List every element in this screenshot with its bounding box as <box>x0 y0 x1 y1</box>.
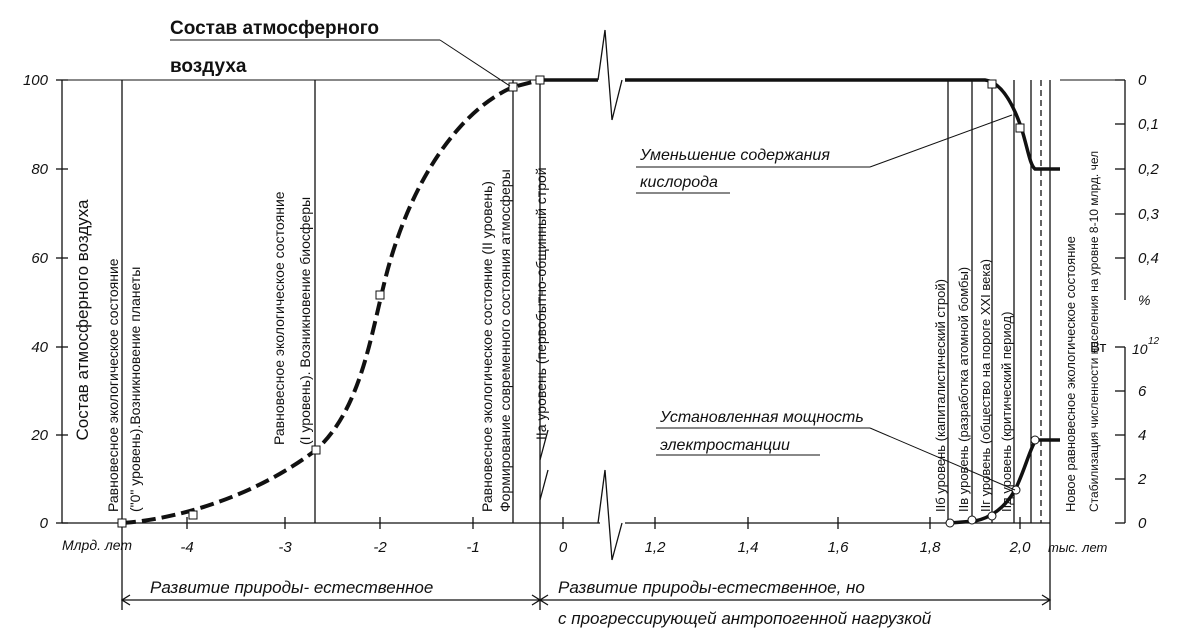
stage-label: Новое равновесное экологическое состояни… <box>1063 236 1078 512</box>
curve-markers <box>117 75 1040 528</box>
x-tick-label: 1,8 <box>920 539 942 556</box>
period-label: с прогрессирующей антропогенной нагрузко… <box>558 609 932 628</box>
x-tick-label: 1,6 <box>828 539 850 556</box>
right-unit: % <box>1138 292 1150 308</box>
x-tick-label: 0 <box>559 539 568 556</box>
power-unit: Вт <box>1090 339 1107 356</box>
stage-label: Стабилизация численности населения на ур… <box>1087 151 1101 512</box>
stage-label: ("0" уровень).Возникновение планеты <box>127 267 143 512</box>
x-tick-label: 1,4 <box>738 539 759 556</box>
stage-label: Равновесное экологическое состояние <box>105 258 121 512</box>
axis-break <box>597 469 623 561</box>
annotation: электростанции <box>660 437 790 454</box>
y2-tick-label: 0,1 <box>1138 116 1159 133</box>
power-exp: 12 <box>1148 336 1160 347</box>
y-tick-label: 80 <box>31 161 48 178</box>
annotation: кислорода <box>640 174 718 191</box>
period-brackets <box>120 594 1052 606</box>
leader-lines <box>170 39 1016 491</box>
y-tick-label: 20 <box>30 427 48 444</box>
x-tick-label: -3 <box>278 539 292 556</box>
y2-tick-label: 0,4 <box>1138 250 1159 267</box>
stage-label: Равновесное экологическое состояние <box>271 191 287 445</box>
y-tick-label: 60 <box>31 250 48 267</box>
y2-tick-label: 0 <box>1138 515 1147 532</box>
period-label: Развитие природы- естественное <box>150 578 433 597</box>
y2-tick-label: 2 <box>1137 471 1147 488</box>
x-unit: Млрд. лет <box>62 537 132 553</box>
x-tick-label: 1,2 <box>645 539 667 556</box>
x-tick-label: -4 <box>180 539 193 556</box>
stage-label: IIв уровень (разработка атомной бомбы) <box>956 267 971 512</box>
title: воздуха <box>170 56 247 77</box>
y2-tick-label: 4 <box>1138 427 1146 444</box>
y2-tick-label: 0,3 <box>1138 206 1160 223</box>
y2-tick-label: 0,2 <box>1138 161 1160 178</box>
y-tick-label: 0 <box>40 515 49 532</box>
y2-tick-label: 6 <box>1138 383 1147 400</box>
oxygen-curve <box>121 78 541 525</box>
annotation: Установленная мощность <box>659 409 864 426</box>
stage-label: Формирование современного состояния атмо… <box>497 169 513 512</box>
stage-label: Равновесное экологическое состояние (II … <box>479 181 495 512</box>
stage-label: (I уровень). Возникновение биосферы <box>297 197 313 445</box>
title: Состав атмосферного <box>170 18 379 39</box>
stage-label: IIг уровень (общество на пороге XXI века… <box>978 259 993 512</box>
y-tick-label: 100 <box>23 72 49 89</box>
stage-label: IIд уровень (критический период) <box>999 312 1014 512</box>
stage-label: IIб уровень (капиталистический строй) <box>933 279 948 512</box>
annotation: Уменьшение содержания <box>639 147 830 164</box>
power-base: 10 <box>1132 341 1148 357</box>
period-label: Развитие природы-естественное, но <box>558 578 865 597</box>
x-unit: тыс. лет <box>1048 540 1108 555</box>
axis-break <box>597 29 623 121</box>
stage-label: IIа уровень (первобытно-общинный строй <box>533 167 549 440</box>
left-axis-title: Состав атмосферного воздуха <box>73 199 92 441</box>
x-tick-label: -1 <box>466 539 479 556</box>
x-tick-label: 2,0 <box>1009 539 1032 556</box>
stage-lines <box>121 80 1051 610</box>
x-tick-label: -2 <box>373 539 387 556</box>
y2-tick-label: 0 <box>1138 72 1147 89</box>
y-tick-label: 40 <box>31 339 48 356</box>
